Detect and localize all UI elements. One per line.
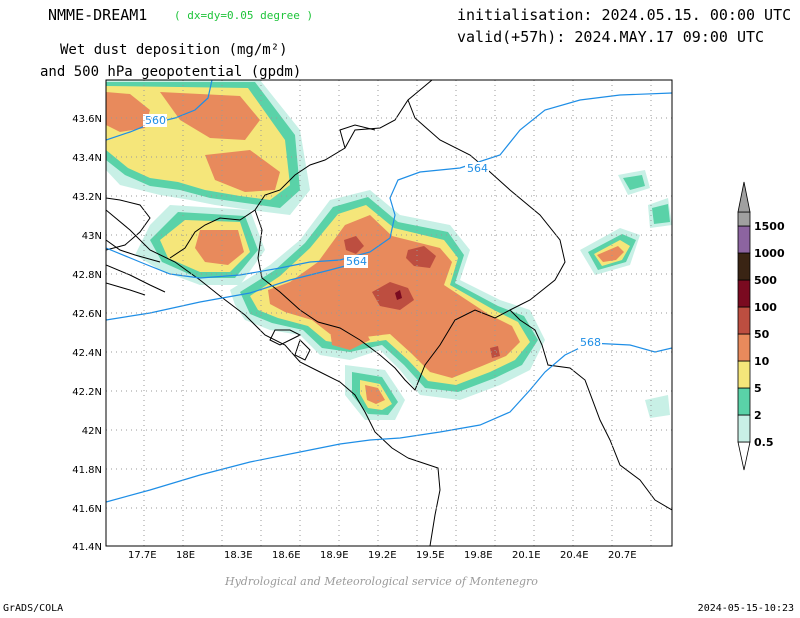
field-title: Wet dust deposition (mg/m²) <box>60 42 288 58</box>
colorbar-swatch-5 <box>737 360 751 389</box>
contour-label: 560 <box>145 114 166 127</box>
initialisation-time: initialisation: 2024.05.15. 00:00 UTC <box>457 6 792 24</box>
colorbar-lower-arrow <box>737 441 751 471</box>
lon-tick: 19.8E <box>464 550 493 561</box>
credit-line: Hydrological and Meteorological service … <box>225 575 538 588</box>
colorbar-swatch-100 <box>737 279 751 308</box>
colorbar-swatch-1000 <box>737 225 751 254</box>
render-timestamp: 2024-05-15-10:23 <box>697 603 794 614</box>
lon-tick: 18.3E <box>224 550 253 561</box>
lon-tick: 18E <box>176 550 195 561</box>
colorbar-label: 500 <box>754 274 777 287</box>
lat-tick: 41.4N <box>72 542 102 553</box>
colorbar-swatch-500 <box>737 252 751 281</box>
lat-tick: 42.6N <box>72 309 102 320</box>
lat-tick: 42.2N <box>72 387 102 398</box>
lat-tick: 41.6N <box>72 504 102 515</box>
colorbar-label: 0.5 <box>754 436 774 449</box>
valid-time: valid(+57h): 2024.MAY.17 09:00 UTC <box>457 28 765 46</box>
colorbar-swatch-2 <box>737 387 751 416</box>
model-title: NMME-DREAM1 <box>48 6 148 24</box>
contour-label: 564 <box>346 255 367 268</box>
lon-tick-labels: 17.7E 18E 18.3E 18.6E 18.9E 19.2E 19.5E … <box>128 550 637 561</box>
lat-tick: 43.2N <box>72 192 102 203</box>
deposition-field <box>106 80 672 420</box>
lat-tick: 41.8N <box>72 465 102 476</box>
lon-tick: 18.6E <box>272 550 301 561</box>
lat-tick: 42.4N <box>72 348 102 359</box>
lon-tick: 20.7E <box>608 550 637 561</box>
borders <box>106 80 672 546</box>
lon-tick: 18.9E <box>320 550 349 561</box>
colorbar-label: 1500 <box>754 220 785 233</box>
lon-tick: 17.7E <box>128 550 157 561</box>
colorbar <box>737 181 751 471</box>
contour-label: 564 <box>467 162 488 175</box>
colorbar-label: 10 <box>754 355 770 368</box>
lat-tick: 43.6N <box>72 114 102 125</box>
colorbar-label: 5 <box>754 382 762 395</box>
lat-tick: 43.4N <box>72 153 102 164</box>
software-label: GrADS/COLA <box>3 603 64 614</box>
lat-tick: 42N <box>82 426 102 437</box>
lon-tick: 19.5E <box>416 550 445 561</box>
contour-labels: 560 564 564 568 <box>143 114 602 349</box>
colorbar-label: 1000 <box>754 247 785 260</box>
colorbar-swatch-0.5 <box>737 414 751 443</box>
colorbar-label: 50 <box>754 328 770 341</box>
field-subtitle: and 500 hPa geopotential (gpdm) <box>40 64 302 80</box>
colorbar-swatch-50 <box>737 306 751 335</box>
resolution-label: ( dx=dy=0.05 degree ) <box>174 9 314 22</box>
lon-tick: 20.4E <box>560 550 589 561</box>
map-frame <box>105 79 673 547</box>
lon-tick: 19.2E <box>368 550 397 561</box>
contour-label: 568 <box>580 336 601 349</box>
colorbar-upper-arrow <box>737 181 751 213</box>
map-area: 560 564 564 568 <box>106 80 672 546</box>
colorbar-label: 2 <box>754 409 762 422</box>
colorbar-labels: 0.5 2 5 10 50 100 500 1000 1500 <box>754 220 785 449</box>
colorbar-label: 100 <box>754 301 777 314</box>
lat-tick-labels: 43.6N 43.4N 43.2N 43N 42.8N 42.6N 42.4N … <box>72 114 102 553</box>
colorbar-swatch-10 <box>737 333 751 362</box>
lat-tick: 42.8N <box>72 270 102 281</box>
colorbar-swatch-1500 <box>737 211 751 227</box>
lon-tick: 20.1E <box>512 550 541 561</box>
lat-tick: 43N <box>82 231 102 242</box>
